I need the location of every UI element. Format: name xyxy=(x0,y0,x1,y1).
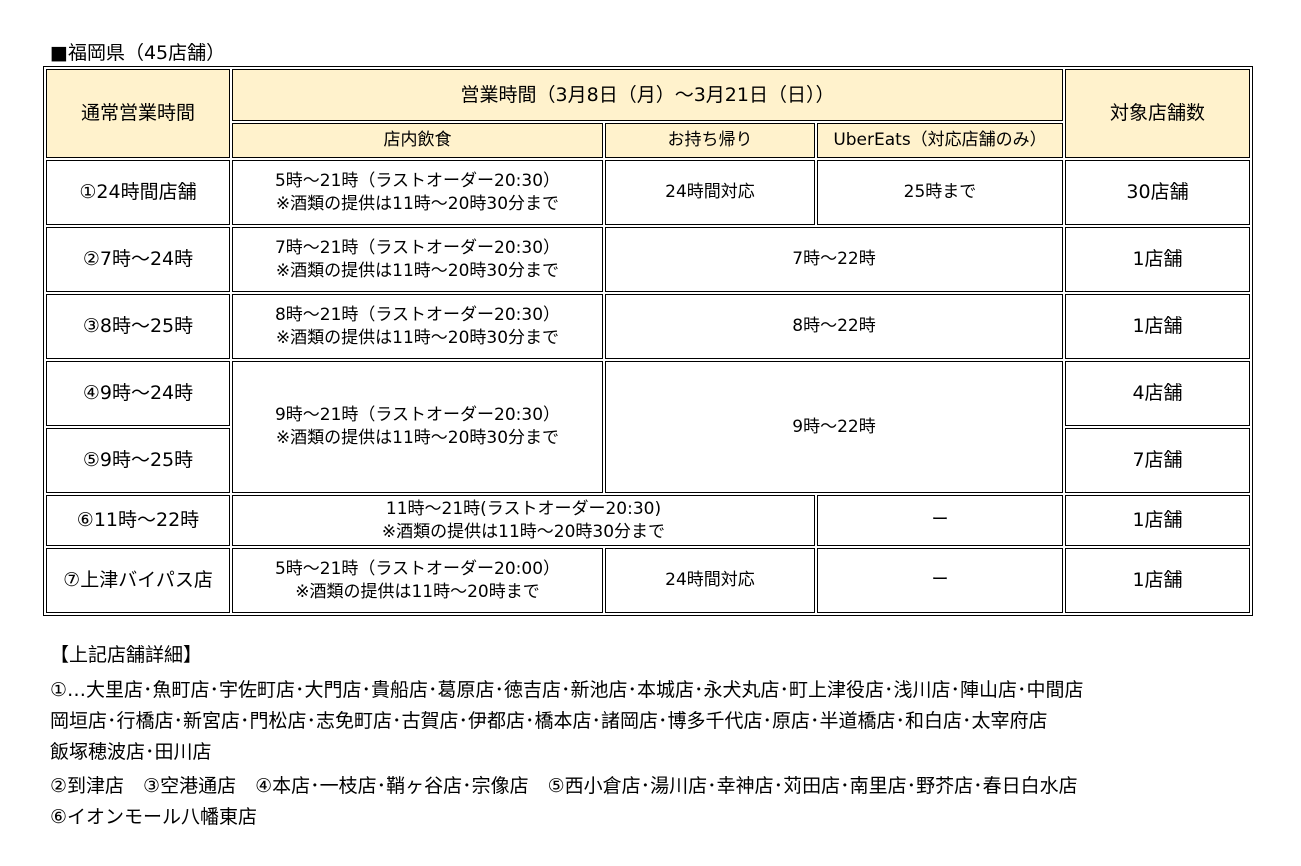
ubereats-hours: ー xyxy=(817,495,1063,546)
normal-hours: ④9時～24時 xyxy=(46,361,230,426)
details-heading: 【上記店舗詳細】 xyxy=(50,644,203,666)
header-ubereats: UberEats（対応店舗のみ） xyxy=(817,123,1063,158)
alcohol-note: ※酒類の提供は11時～20時30分まで xyxy=(275,193,560,214)
ubereats-hours: ー xyxy=(817,548,1063,613)
details-line: ⑥イオンモール八幡東店 xyxy=(50,806,258,828)
alcohol-note: ※酒類の提供は11時～20時30分まで xyxy=(275,327,560,348)
header-dine-in: 店内飲食 xyxy=(232,123,603,158)
header-period: 営業時間（3月8日（月）～3月21日（日）） xyxy=(232,69,1063,121)
takeout-ubereats-hours: 7時～22時 xyxy=(605,227,1063,292)
details-line: 飯塚穂波店･田川店 xyxy=(50,741,212,763)
alcohol-note: ※酒類の提供は11時～20時30分まで xyxy=(381,521,666,542)
dine-in-hours: 5時～21時（ラストオーダー20:30） xyxy=(274,170,561,191)
details-line: ①…大里店･魚町店･宇佐町店･大門店･貴船店･葛原店･徳吉店･新池店･本城店･永… xyxy=(50,679,1084,701)
header-takeout: お持ち帰り xyxy=(605,123,815,158)
details-line: 岡垣店･行橋店･新宮店･門松店･志免町店･古賀店･伊都店･橋本店･諸岡店･博多千… xyxy=(50,710,1048,732)
takeout-hours: 24時間対応 xyxy=(605,160,815,225)
store-count: 1店舗 xyxy=(1065,294,1250,359)
store-count: 1店舗 xyxy=(1065,495,1250,546)
store-count: 1店舗 xyxy=(1065,227,1250,292)
table-row: ③8時～25時 8時～21時（ラストオーダー20:30） ※酒類の提供は11時～2… xyxy=(46,294,1250,359)
alcohol-note: ※酒類の提供は11時～20時まで xyxy=(295,581,540,602)
dine-in-hours: 8時～21時（ラストオーダー20:30） xyxy=(274,304,561,325)
store-hours-table: 通常営業時間 営業時間（3月8日（月）～3月21日（日）） 対象店舗数 店内飲食… xyxy=(43,66,1253,616)
table-row: ②7時～24時 7時～21時（ラストオーダー20:30） ※酒類の提供は11時～2… xyxy=(46,227,1250,292)
table-row: ⑥11時～22時 11時～21時(ラストオーダー20:30) ※酒類の提供は11時… xyxy=(46,495,1250,546)
takeout-hours: 24時間対応 xyxy=(605,548,815,613)
takeout-ubereats-hours: 8時～22時 xyxy=(605,294,1063,359)
dine-in-hours: 9時～21時（ラストオーダー20:30） xyxy=(274,405,561,425)
header-store-count: 対象店舗数 xyxy=(1065,69,1250,158)
table-row: ⑦上津バイパス店 5時～21時（ラストオーダー20:00） ※酒類の提供は11時～… xyxy=(46,548,1250,613)
dine-in-hours: 7時～21時（ラストオーダー20:30） xyxy=(274,237,561,258)
dine-in-takeout-hours: 11時～21時(ラストオーダー20:30) xyxy=(385,498,662,519)
details-line: ②到津店 ③空港通店 ④本店･一枝店･鞘ヶ谷店･宗像店 ⑤西小倉店･湯川店･幸神… xyxy=(50,775,1078,797)
normal-hours: ⑤9時～25時 xyxy=(46,428,230,493)
normal-hours: ⑦上津バイパス店 xyxy=(46,548,230,613)
ubereats-hours: 25時まで xyxy=(817,160,1063,225)
takeout-ubereats-hours: 9時～22時 xyxy=(605,361,1063,493)
normal-hours: ③8時～25時 xyxy=(46,294,230,359)
header-normal-hours: 通常営業時間 xyxy=(46,69,230,158)
alcohol-note: ※酒類の提供は11時～20時30分まで xyxy=(275,260,560,281)
table-row: ①24時間店舗 5時～21時（ラストオーダー20:30） ※酒類の提供は11時～2… xyxy=(46,160,1250,225)
store-count: 1店舗 xyxy=(1065,548,1250,613)
dine-in-hours: 5時～21時（ラストオーダー20:00） xyxy=(274,558,561,579)
section-title: ■福岡県（45店舗） xyxy=(50,42,226,64)
table-row: ⑤9時～25時 7店舗 xyxy=(46,428,1250,493)
store-count: 7店舗 xyxy=(1065,428,1250,493)
normal-hours: ①24時間店舗 xyxy=(46,160,230,225)
normal-hours: ⑥11時～22時 xyxy=(46,495,230,546)
normal-hours: ②7時～24時 xyxy=(46,227,230,292)
store-count: 30店舗 xyxy=(1065,160,1250,225)
table-row: ④9時～24時 9時～21時（ラストオーダー20:30） ※酒類の提供は11時～2… xyxy=(46,361,1250,493)
alcohol-note: ※酒類の提供は11時～20時30分まで xyxy=(275,428,560,448)
store-count: 4店舗 xyxy=(1065,361,1250,426)
